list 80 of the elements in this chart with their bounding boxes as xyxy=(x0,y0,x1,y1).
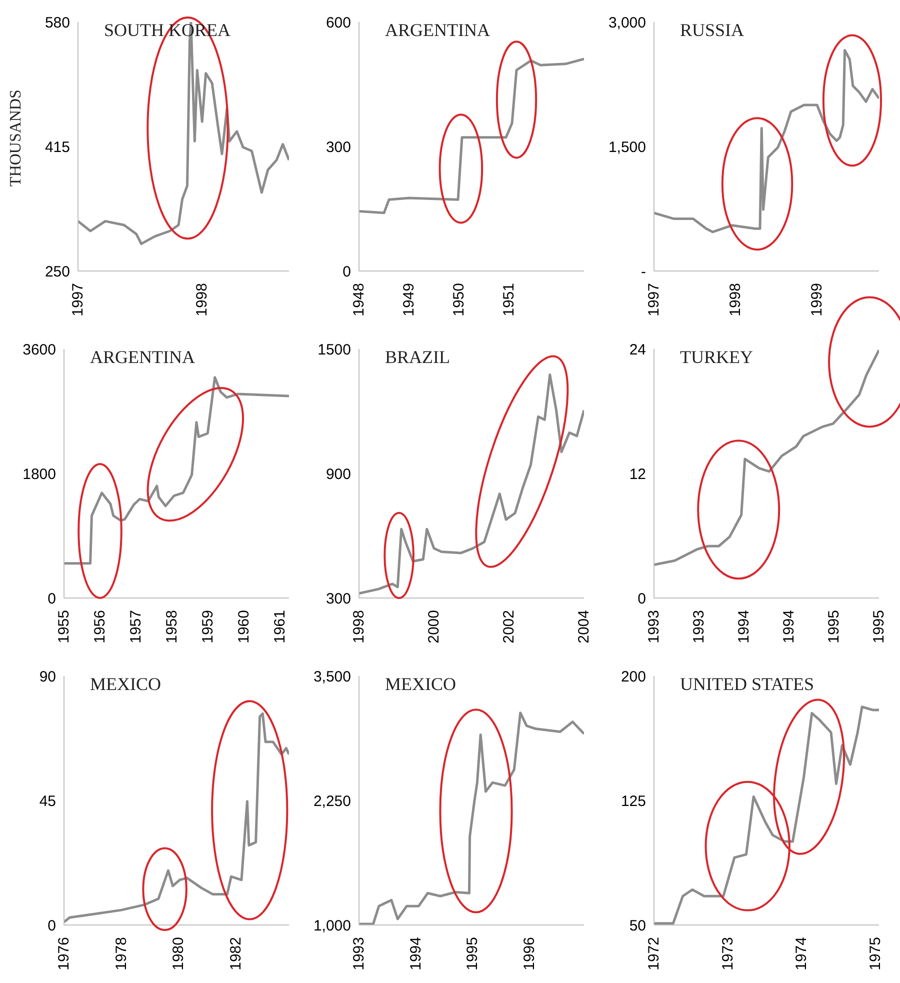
x-tick-label: 1949 xyxy=(400,283,418,316)
chart-title: ARGENTINA xyxy=(385,20,490,41)
x-tick-label: 1960 xyxy=(236,610,252,644)
y-tick-label: 50 xyxy=(629,917,646,934)
y-tick-label: 0 xyxy=(48,917,56,934)
x-tick-label: 1972 xyxy=(646,937,662,970)
x-tick-label: 1980 xyxy=(170,937,188,970)
y-tick-label: 300 xyxy=(326,590,351,608)
x-tick-label: 1993 xyxy=(350,937,368,970)
y-tick-label: 250 xyxy=(44,263,70,280)
chart-title: MEXICO xyxy=(90,674,161,695)
x-tick-label: 1999 xyxy=(808,283,826,316)
y-axis-title: THOUSANDS xyxy=(7,90,25,186)
line-series xyxy=(78,22,289,246)
y-tick-label: 0 xyxy=(48,590,56,608)
x-tick-label: 1993 xyxy=(646,610,662,644)
x-tick-label: 1998 xyxy=(727,283,744,316)
x-tick-label: 1955 xyxy=(56,610,72,644)
x-tick-label: 1995 xyxy=(826,610,842,644)
y-tick-label: 3600 xyxy=(22,341,56,358)
x-tick-label: 1997 xyxy=(646,283,662,316)
x-tick-label: 1978 xyxy=(112,937,130,970)
y-tick-label: 1,000 xyxy=(313,917,351,934)
y-tick-label: 580 xyxy=(44,14,70,32)
x-tick-label: 1975 xyxy=(866,937,884,970)
x-tick-label: 1994 xyxy=(407,937,424,970)
y-tick-label: 45 xyxy=(39,792,56,810)
x-tick-label: 2002 xyxy=(500,610,518,644)
line-series xyxy=(359,373,584,595)
x-tick-label: 1995 xyxy=(870,610,888,644)
x-tick-label: 1974 xyxy=(793,937,810,970)
x-tick-label: 1976 xyxy=(56,937,72,970)
x-tick-label: 1957 xyxy=(128,610,144,644)
y-tick-label: 415 xyxy=(44,138,70,156)
x-tick-label: 1956 xyxy=(92,610,108,644)
y-tick-label: 3,500 xyxy=(313,668,351,686)
y-tick-label: 300 xyxy=(326,138,351,156)
x-tick-label: 1997 xyxy=(70,283,86,316)
line-series xyxy=(654,48,879,234)
y-tick-label: 24 xyxy=(629,341,646,358)
x-tick-label: 2000 xyxy=(426,610,442,644)
y-tick-label: 3,000 xyxy=(608,14,646,32)
x-tick-label: 1996 xyxy=(520,937,538,970)
x-tick-label: 1958 xyxy=(164,610,180,644)
x-tick-label: 1994 xyxy=(780,610,798,644)
x-tick-label: 1982 xyxy=(227,937,244,970)
chart-title: TURKEY xyxy=(680,347,753,368)
x-tick-label: 1950 xyxy=(450,283,468,316)
chart-title: ARGENTINA xyxy=(90,347,195,368)
y-tick-label: 12 xyxy=(629,466,646,483)
chart-title: MEXICO xyxy=(385,674,456,695)
y-tick-label: 0 xyxy=(342,263,351,280)
x-tick-label: 2004 xyxy=(576,610,592,644)
y-tick-label: 1,500 xyxy=(608,138,646,156)
line-series xyxy=(654,349,879,566)
x-tick-label: 1961 xyxy=(272,610,288,644)
x-tick-label: 1948 xyxy=(350,283,368,316)
x-tick-label: 1973 xyxy=(719,937,736,970)
y-tick-label: 200 xyxy=(620,668,646,686)
x-tick-label: 1993 xyxy=(690,610,708,644)
x-tick-label: 1998 xyxy=(194,283,211,316)
y-tick-label: 0 xyxy=(638,590,646,608)
y-tick-label: - xyxy=(641,263,646,280)
line-series xyxy=(359,58,584,214)
y-tick-label: 90 xyxy=(39,668,56,686)
chart-title: RUSSIA xyxy=(680,20,744,41)
x-tick-label: 1994 xyxy=(736,610,752,644)
x-tick-label: 1998 xyxy=(350,610,368,644)
y-tick-label: 1800 xyxy=(22,466,56,483)
x-tick-label: 1995 xyxy=(464,937,482,970)
chart-title: UNITED STATES xyxy=(680,674,814,695)
y-tick-label: 125 xyxy=(620,792,646,810)
y-tick-label: 900 xyxy=(326,466,351,483)
y-tick-label: 1500 xyxy=(318,341,351,358)
x-tick-label: 1959 xyxy=(200,610,216,644)
x-tick-label: 1951 xyxy=(500,283,518,316)
y-tick-label: 2,250 xyxy=(313,792,351,810)
line-series xyxy=(64,376,289,565)
y-tick-label: 600 xyxy=(326,14,351,32)
chart-title: BRAZIL xyxy=(385,347,450,368)
